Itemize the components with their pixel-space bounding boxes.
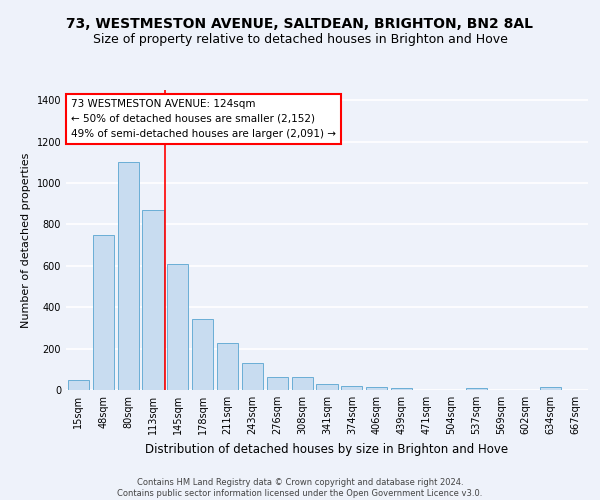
- Bar: [192, 318, 213, 390]
- Bar: [391, 388, 412, 390]
- Bar: [366, 387, 387, 390]
- Bar: [292, 376, 313, 390]
- Bar: [167, 264, 188, 390]
- Bar: [93, 235, 114, 390]
- Bar: [142, 210, 164, 390]
- Bar: [341, 386, 362, 390]
- X-axis label: Distribution of detached houses by size in Brighton and Hove: Distribution of detached houses by size …: [145, 442, 509, 456]
- Text: 73, WESTMESTON AVENUE, SALTDEAN, BRIGHTON, BN2 8AL: 73, WESTMESTON AVENUE, SALTDEAN, BRIGHTO…: [67, 18, 533, 32]
- Y-axis label: Number of detached properties: Number of detached properties: [21, 152, 31, 328]
- Bar: [316, 384, 338, 390]
- Text: Size of property relative to detached houses in Brighton and Hove: Size of property relative to detached ho…: [92, 32, 508, 46]
- Bar: [68, 380, 89, 390]
- Text: 73 WESTMESTON AVENUE: 124sqm
← 50% of detached houses are smaller (2,152)
49% of: 73 WESTMESTON AVENUE: 124sqm ← 50% of de…: [71, 99, 336, 138]
- Bar: [540, 387, 561, 390]
- Bar: [267, 376, 288, 390]
- Bar: [118, 162, 139, 390]
- Bar: [217, 344, 238, 390]
- Bar: [466, 388, 487, 390]
- Text: Contains HM Land Registry data © Crown copyright and database right 2024.
Contai: Contains HM Land Registry data © Crown c…: [118, 478, 482, 498]
- Bar: [242, 363, 263, 390]
